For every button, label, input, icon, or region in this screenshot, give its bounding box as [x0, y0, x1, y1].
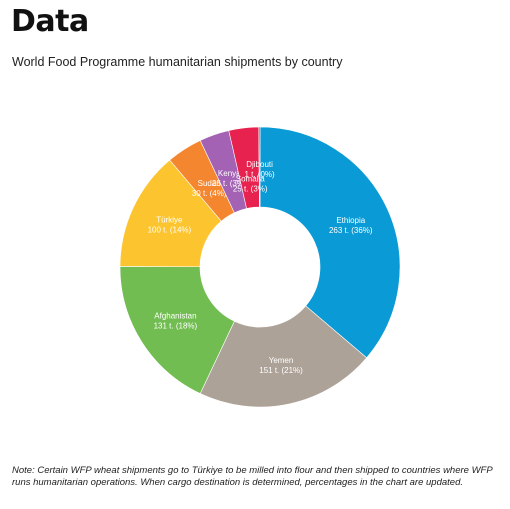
slice-category-ethiopia: Ethiopia: [336, 216, 365, 225]
slice-value-yemen: 151 t. (21%): [259, 366, 303, 375]
slice-value-somalia: 25 t. (3%): [233, 185, 268, 194]
slice-category-kenya: Kenya: [218, 169, 241, 178]
slice-value-ethiopia: 263 t. (36%): [329, 226, 373, 235]
slice-category-yemen: Yemen: [269, 356, 294, 365]
slice-yemen: [199, 305, 368, 408]
slice-value-afghanistan: 131 t. (18%): [154, 321, 198, 330]
slice-value-kenya: 25 t. (3%): [212, 179, 247, 188]
slice-category-djibouti: Djibouti: [246, 160, 273, 169]
slice-value-turkiye: 100 t. (14%): [148, 226, 192, 235]
slice-djibouti: [258, 126, 261, 208]
footnote: Note: Certain WFP wheat shipments go to …: [12, 465, 493, 488]
slice-category-somalia: Somalia: [236, 175, 265, 184]
page-heading: Data: [11, 4, 89, 39]
slice-category-afghanistan: Afghanistan: [154, 311, 196, 320]
slice-category-sudan: Sudan: [198, 179, 221, 188]
slice-afghanistan: [119, 266, 235, 394]
slice-value-sudan: 30 t. (4%): [192, 189, 227, 198]
chart-title: World Food Programme humanitarian shipme…: [12, 55, 343, 69]
slice-value-djibouti: 1 t. (0%): [244, 170, 275, 179]
slice-category-turkiye: Türkiye: [156, 216, 183, 225]
slice-ethiopia: [259, 126, 401, 359]
